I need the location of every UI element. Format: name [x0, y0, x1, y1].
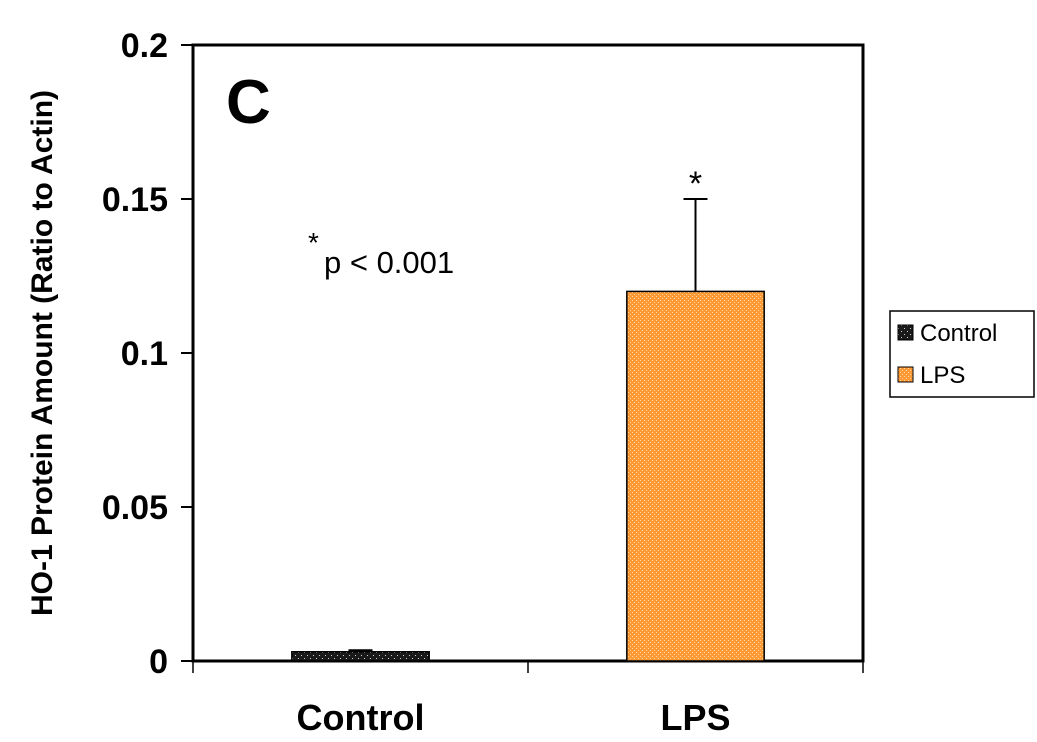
- y-tick-label: 0.15: [102, 181, 168, 219]
- legend-swatch-lps: [897, 366, 914, 383]
- legend-swatch-control: [897, 324, 914, 341]
- legend-label-lps: LPS: [920, 362, 965, 389]
- y-axis: 0 0.05 0.1 0.15 0.2: [102, 27, 193, 681]
- y-axis-label: HO-1 Protein Amount (Ratio to Actin): [26, 90, 59, 616]
- panel-label: C: [226, 68, 271, 137]
- legend-box: [889, 310, 1035, 398]
- bar-group: *: [291, 165, 765, 662]
- p-value-annotation: p < 0.001: [324, 245, 454, 280]
- y-tick-label: 0.1: [121, 335, 168, 373]
- bar-lps: [626, 290, 765, 662]
- legend: Control LPS: [889, 310, 1035, 398]
- x-axis: Control LPS: [192, 661, 864, 738]
- bar-control: [291, 651, 430, 662]
- y-tick-label: 0.05: [102, 489, 168, 527]
- y-tick-label: 0: [149, 643, 168, 681]
- legend-label-control: Control: [920, 320, 997, 347]
- annotation-star: *: [308, 227, 319, 258]
- x-tick-label: LPS: [660, 697, 730, 738]
- significance-marker: *: [689, 165, 702, 203]
- x-tick-label: Control: [297, 697, 425, 738]
- y-tick-label: 0.2: [121, 27, 168, 65]
